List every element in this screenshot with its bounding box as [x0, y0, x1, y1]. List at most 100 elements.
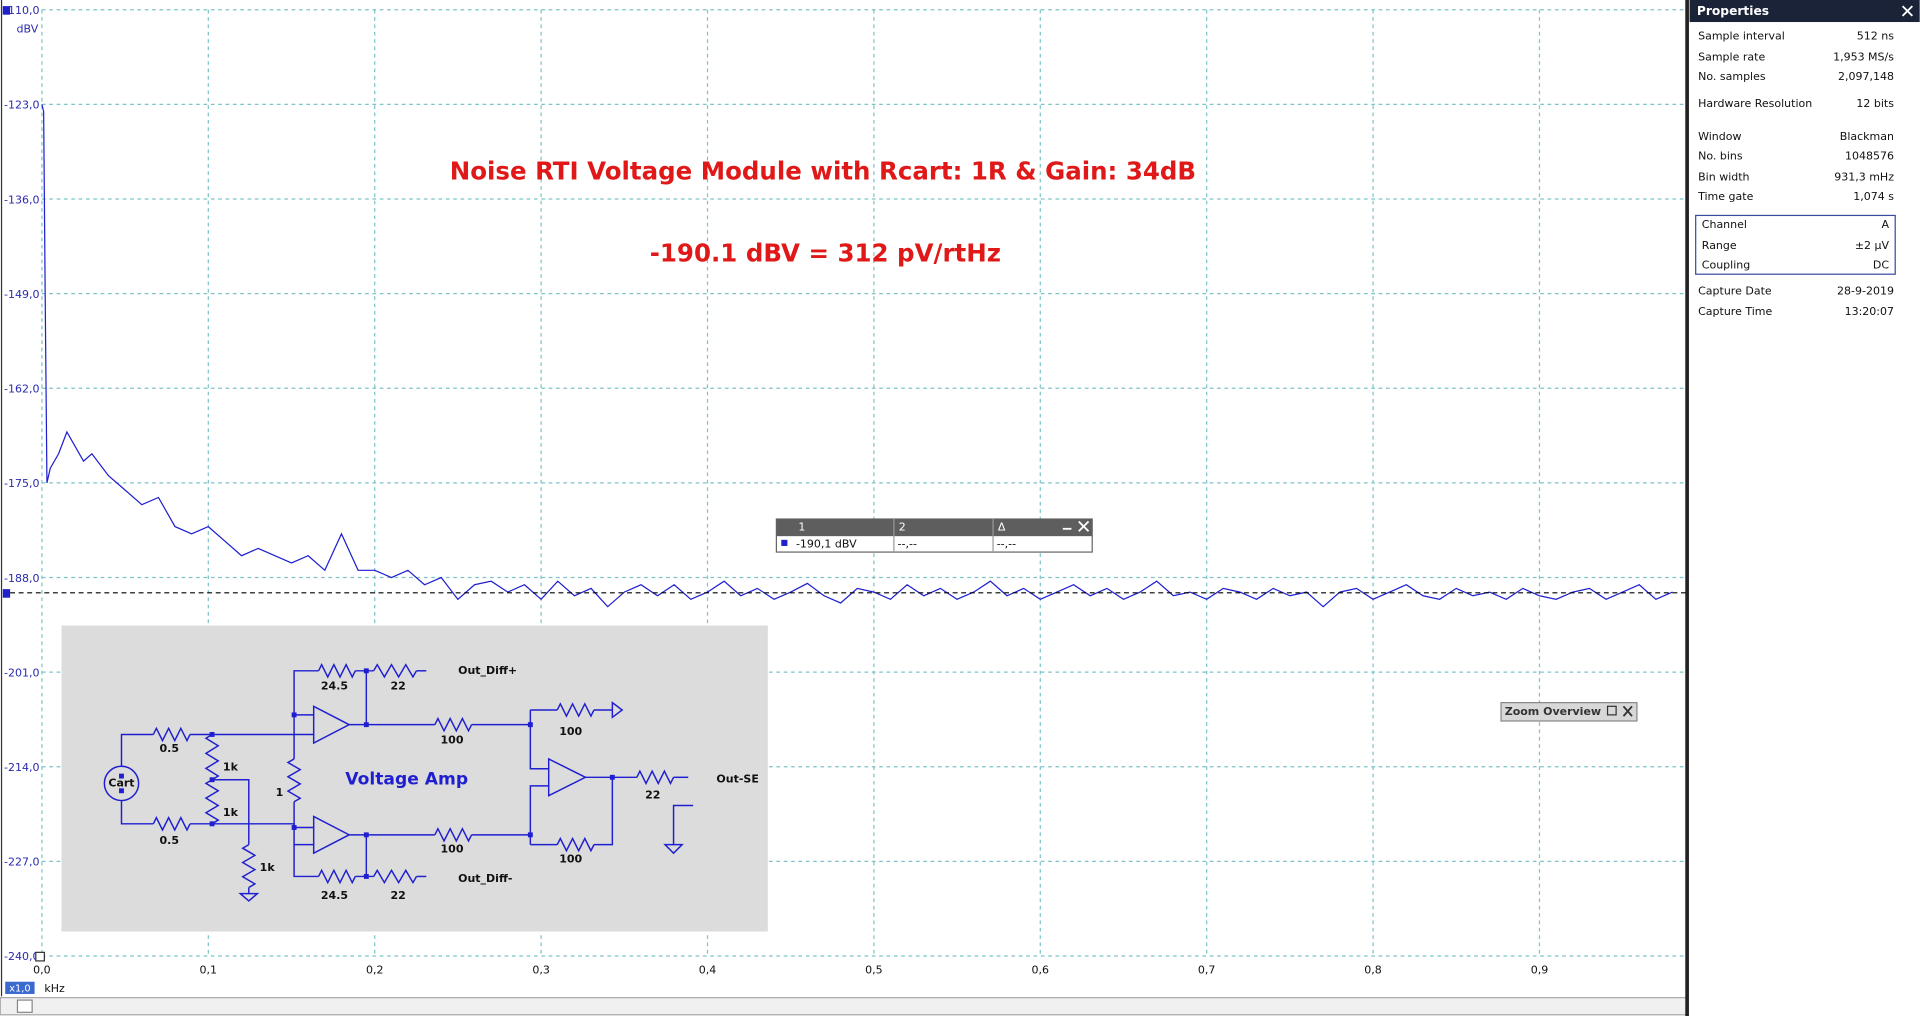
schematic-wire: [286, 758, 302, 803]
schematic-wire: [636, 769, 675, 786]
annotation: -190.1 dBV = 312 pV/rtHz: [650, 239, 1001, 268]
properties-title: Properties: [1697, 4, 1769, 18]
schematic-node: [209, 732, 215, 737]
schematic-wire: [312, 705, 351, 745]
schematic-label: Cart: [108, 776, 134, 789]
x-tick-label: 0,7: [1198, 964, 1216, 977]
property-value: 28-9-2019: [1837, 284, 1894, 297]
schematic-wire: [529, 709, 558, 835]
schematic-wire: [120, 800, 154, 825]
trace: [41, 104, 1673, 608]
channel-box: [1695, 214, 1896, 275]
property-name: Capture Time: [1698, 305, 1772, 318]
schematic-node: [363, 832, 369, 838]
schematic-wire: [312, 815, 351, 855]
cursor-header: 1: [798, 521, 805, 534]
property-value: 2,097,148: [1838, 70, 1894, 83]
schematic-label: 0.5: [159, 834, 179, 847]
y-tick-label: -149,0: [4, 288, 39, 301]
y-tick-label: -136,0: [4, 193, 39, 206]
property-name: Capture Date: [1698, 284, 1772, 297]
schematic-node: [119, 773, 124, 779]
y-tick-label: -227,0: [4, 856, 39, 869]
schematic-wire: [556, 836, 595, 853]
schematic-node: [209, 777, 215, 783]
schematic-node: [291, 712, 297, 718]
schematic-label: 22: [390, 889, 405, 902]
schematic-label: 24.5: [321, 889, 348, 902]
x-axis-unit: kHz: [44, 982, 65, 995]
schematic-label: Out_Diff-: [458, 872, 512, 885]
schematic-label: 0.5: [159, 742, 179, 755]
schematic-node: [119, 788, 124, 794]
x-tick-label: 0,6: [1032, 964, 1050, 977]
schematic-node: [609, 774, 615, 780]
cursor-value: -190,1 dBV: [796, 538, 857, 551]
y-tick-label: -214,0: [4, 761, 39, 774]
x-tick-label: 0,2: [366, 964, 384, 977]
property-value: ±2 µV: [1855, 239, 1890, 252]
schematic-label: 22: [645, 789, 660, 802]
property-name: Coupling: [1702, 259, 1750, 272]
x-tick-label: 0,1: [200, 964, 218, 977]
schematic: 24.5 22 Out_Diff+ 0.5 1k 1k Cart 100 100 Voltage …: [103, 663, 759, 902]
zoom-overview-frame: [1500, 702, 1638, 722]
schematic-label: 1k: [223, 806, 239, 819]
zoom-factor: x1,0: [9, 983, 30, 994]
scroll-thumb[interactable]: [16, 999, 33, 1013]
property-value: 1048576: [1845, 150, 1894, 163]
schematic-wire: [434, 827, 473, 843]
restore-icon[interactable]: [1606, 705, 1617, 716]
property-value: 931,3 mHz: [1834, 170, 1894, 183]
schematic-node: [209, 821, 215, 827]
scrollbar[interactable]: [0, 997, 1688, 1016]
x-tick-label: 0,8: [1364, 964, 1382, 977]
property-name: No. bins: [1698, 150, 1743, 163]
y-tick-label: -162,0: [4, 383, 39, 396]
y-tick-label: -201,0: [4, 666, 39, 679]
zoom-badge: [5, 981, 35, 994]
close-icon[interactable]: [1078, 520, 1090, 532]
property-name: Range: [1702, 239, 1737, 252]
property-name: Channel: [1702, 218, 1747, 231]
x-tick-label: 0,4: [699, 964, 717, 977]
axis-marker: [2, 6, 11, 15]
property-name: No. samples: [1698, 70, 1766, 83]
schematic-wire: [204, 779, 220, 825]
schematic-label: 22: [390, 680, 405, 693]
schematic-wire: [293, 670, 319, 716]
zoom-overview[interactable]: Zoom Overview: [1500, 702, 1638, 722]
cursor-header: Δ: [998, 521, 1006, 534]
schematic-label: 1k: [260, 861, 276, 874]
schematic-label: 24.5: [321, 680, 348, 693]
x-tick-label: 0,0: [33, 964, 50, 977]
schematic-wire: [593, 701, 624, 719]
cursor-value: --,--: [997, 538, 1016, 551]
properties-rows: Sample interval 512 ns Sample rate 1,953 MS…: [1697, 30, 1894, 318]
properties-panel: [1689, 0, 1920, 1016]
property-value: A: [1882, 218, 1890, 231]
property-name: Sample rate: [1698, 51, 1765, 64]
property-value: 1,953 MS/s: [1833, 51, 1894, 64]
property-name: Hardware Resolution: [1698, 97, 1812, 110]
channel-swatch: [781, 539, 788, 546]
schematic-wire: [663, 804, 694, 855]
schematic-wire: [238, 887, 260, 902]
close-icon[interactable]: [1901, 5, 1913, 17]
schematic-wire: [152, 816, 191, 832]
property-value: 13:20:07: [1845, 305, 1894, 318]
schematic-wire: [190, 823, 314, 846]
property-name: Time gate: [1697, 190, 1753, 203]
schematic-wire: [241, 843, 257, 889]
y-tick-label: -110,0: [4, 4, 39, 17]
y-tick-label: -123,0: [4, 99, 39, 112]
property-value: 12 bits: [1856, 97, 1894, 110]
schematic-label: 100: [441, 843, 464, 856]
schematic-wire: [547, 757, 588, 797]
cursor-table[interactable]: 1 2 Δ -190,1 dBV --,-- --,--: [775, 518, 1093, 553]
property-name: Sample interval: [1698, 30, 1785, 43]
close-icon[interactable]: [1622, 705, 1633, 717]
schematic-label: 1k: [223, 761, 239, 774]
schematic-label: Voltage Amp: [345, 770, 468, 790]
